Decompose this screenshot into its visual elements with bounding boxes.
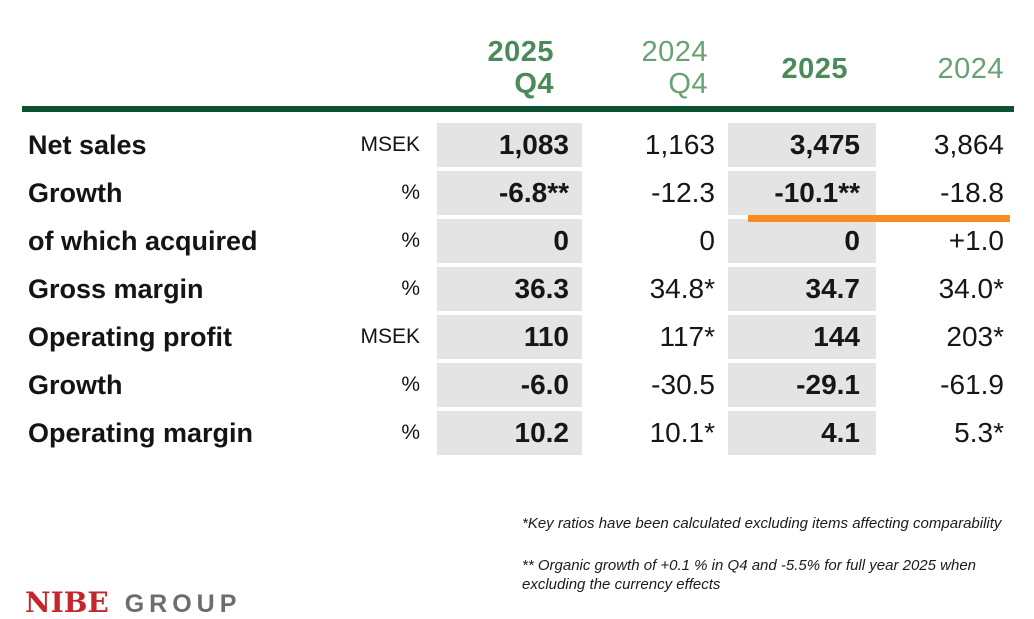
col-header-2024-q4: 2024 Q4	[582, 26, 728, 100]
row-label: Operating profit	[28, 322, 232, 352]
col-header-2025-fy: 2025	[728, 26, 876, 100]
orange-underline	[748, 215, 1010, 222]
col-header-2025-q4: 2025 Q4	[420, 26, 582, 100]
row-unit: %	[401, 277, 420, 300]
col-header-2024-fy: 2024	[876, 26, 1014, 100]
value-2024-fy: 203*	[946, 321, 1004, 352]
row-label: Growth	[28, 370, 123, 400]
col-header-quarter: Q4	[514, 68, 554, 100]
header-rule	[22, 106, 1014, 112]
footnote-organic-growth: ** Organic growth of +0.1 % in Q4 and -5…	[522, 556, 1004, 594]
value-2024-q4: 10.1*	[649, 417, 715, 448]
row-label: of which acquired	[28, 226, 258, 256]
table-body: Net sales MSEK 1,083 1,163 3,475 3,864 G…	[28, 123, 1014, 459]
footnote-organic-growth-line1: ** Organic growth of +0.1 % in Q4 and -5…	[522, 557, 977, 574]
value-2025-fy: -10.1**	[728, 171, 876, 215]
nibe-group-logo: NIBE GROUP	[25, 586, 241, 619]
table-row-of-which-acquired: of which acquired % 0 0 0 +1.0	[28, 219, 1014, 267]
value-2024-q4: 117*	[659, 321, 715, 352]
value-2025-q4: 110	[420, 315, 582, 359]
row-label: Growth	[28, 178, 123, 208]
value-2025-q4: 1,083	[420, 123, 582, 167]
col-header-quarter: Q4	[668, 68, 708, 100]
table-row-growth: Growth % -6.8** -12.3 -10.1** -18.8	[28, 171, 1014, 219]
table-row-gross-margin: Gross margin % 36.3 34.8* 34.7 34.0*	[28, 267, 1014, 315]
value-2024-q4: -30.5	[651, 369, 715, 400]
table-row-operating-profit: Operating profit MSEK 110 117* 144 203*	[28, 315, 1014, 363]
footnote-key-ratios: *Key ratios have been calculated excludi…	[522, 515, 1002, 532]
row-label: Net sales	[28, 130, 147, 160]
value-2025-q4: 10.2	[420, 411, 582, 455]
row-unit: %	[401, 373, 420, 396]
logo-suffix-text: GROUP	[124, 590, 242, 618]
value-2025-q4: 36.3	[420, 267, 582, 311]
value-2024-q4: -12.3	[651, 177, 715, 208]
row-unit: %	[401, 421, 420, 444]
value-2025-fy: 0	[728, 219, 876, 263]
value-2025-q4: -6.0	[420, 363, 582, 407]
value-2025-fy: 34.7	[728, 267, 876, 311]
value-2025-fy: 4.1	[728, 411, 876, 455]
value-2024-fy: -18.8	[940, 177, 1004, 208]
header-spacer-unit	[345, 26, 420, 100]
value-2024-fy: -61.9	[940, 369, 1004, 400]
logo-brand-text: NIBE	[25, 586, 109, 619]
header-spacer-label	[28, 26, 345, 100]
value-2024-fy: 34.0*	[938, 273, 1004, 304]
footnotes: *Key ratios have been calculated excludi…	[522, 514, 1022, 594]
row-unit: %	[401, 229, 420, 252]
value-2025-fy: 3,475	[728, 123, 876, 167]
table-row-operating-margin: Operating margin % 10.2 10.1* 4.1 5.3*	[28, 411, 1014, 459]
table-header-row: 2025 Q4 2024 Q4 2025 2024	[28, 26, 1014, 100]
value-2024-q4: 1,163	[644, 129, 715, 160]
value-2025-fy: -29.1	[728, 363, 876, 407]
table-row-growth-operating: Growth % -6.0 -30.5 -29.1 -61.9	[28, 363, 1014, 411]
value-2025-q4: -6.8**	[420, 171, 582, 215]
value-2024-q4: 34.8*	[649, 273, 715, 304]
table-row-net-sales: Net sales MSEK 1,083 1,163 3,475 3,864	[28, 123, 1014, 171]
value-2025-q4: 0	[420, 219, 582, 263]
value-2024-fy: +1.0	[948, 225, 1004, 256]
col-header-year: 2025	[781, 53, 848, 85]
col-header-year: 2024	[641, 36, 708, 68]
row-label: Gross margin	[28, 274, 204, 304]
row-unit: MSEK	[360, 325, 420, 348]
col-header-year: 2025	[487, 36, 554, 68]
value-2025-fy: 144	[728, 315, 876, 359]
value-2024-q4: 0	[699, 225, 715, 256]
footnote-organic-growth-line2: excluding the currency effects	[522, 576, 721, 593]
row-label: Operating margin	[28, 418, 254, 448]
row-unit: %	[401, 181, 420, 204]
row-unit: MSEK	[360, 133, 420, 156]
value-2024-fy: 5.3*	[954, 417, 1004, 448]
value-2024-fy: 3,864	[933, 129, 1004, 160]
col-header-year: 2024	[937, 53, 1004, 85]
